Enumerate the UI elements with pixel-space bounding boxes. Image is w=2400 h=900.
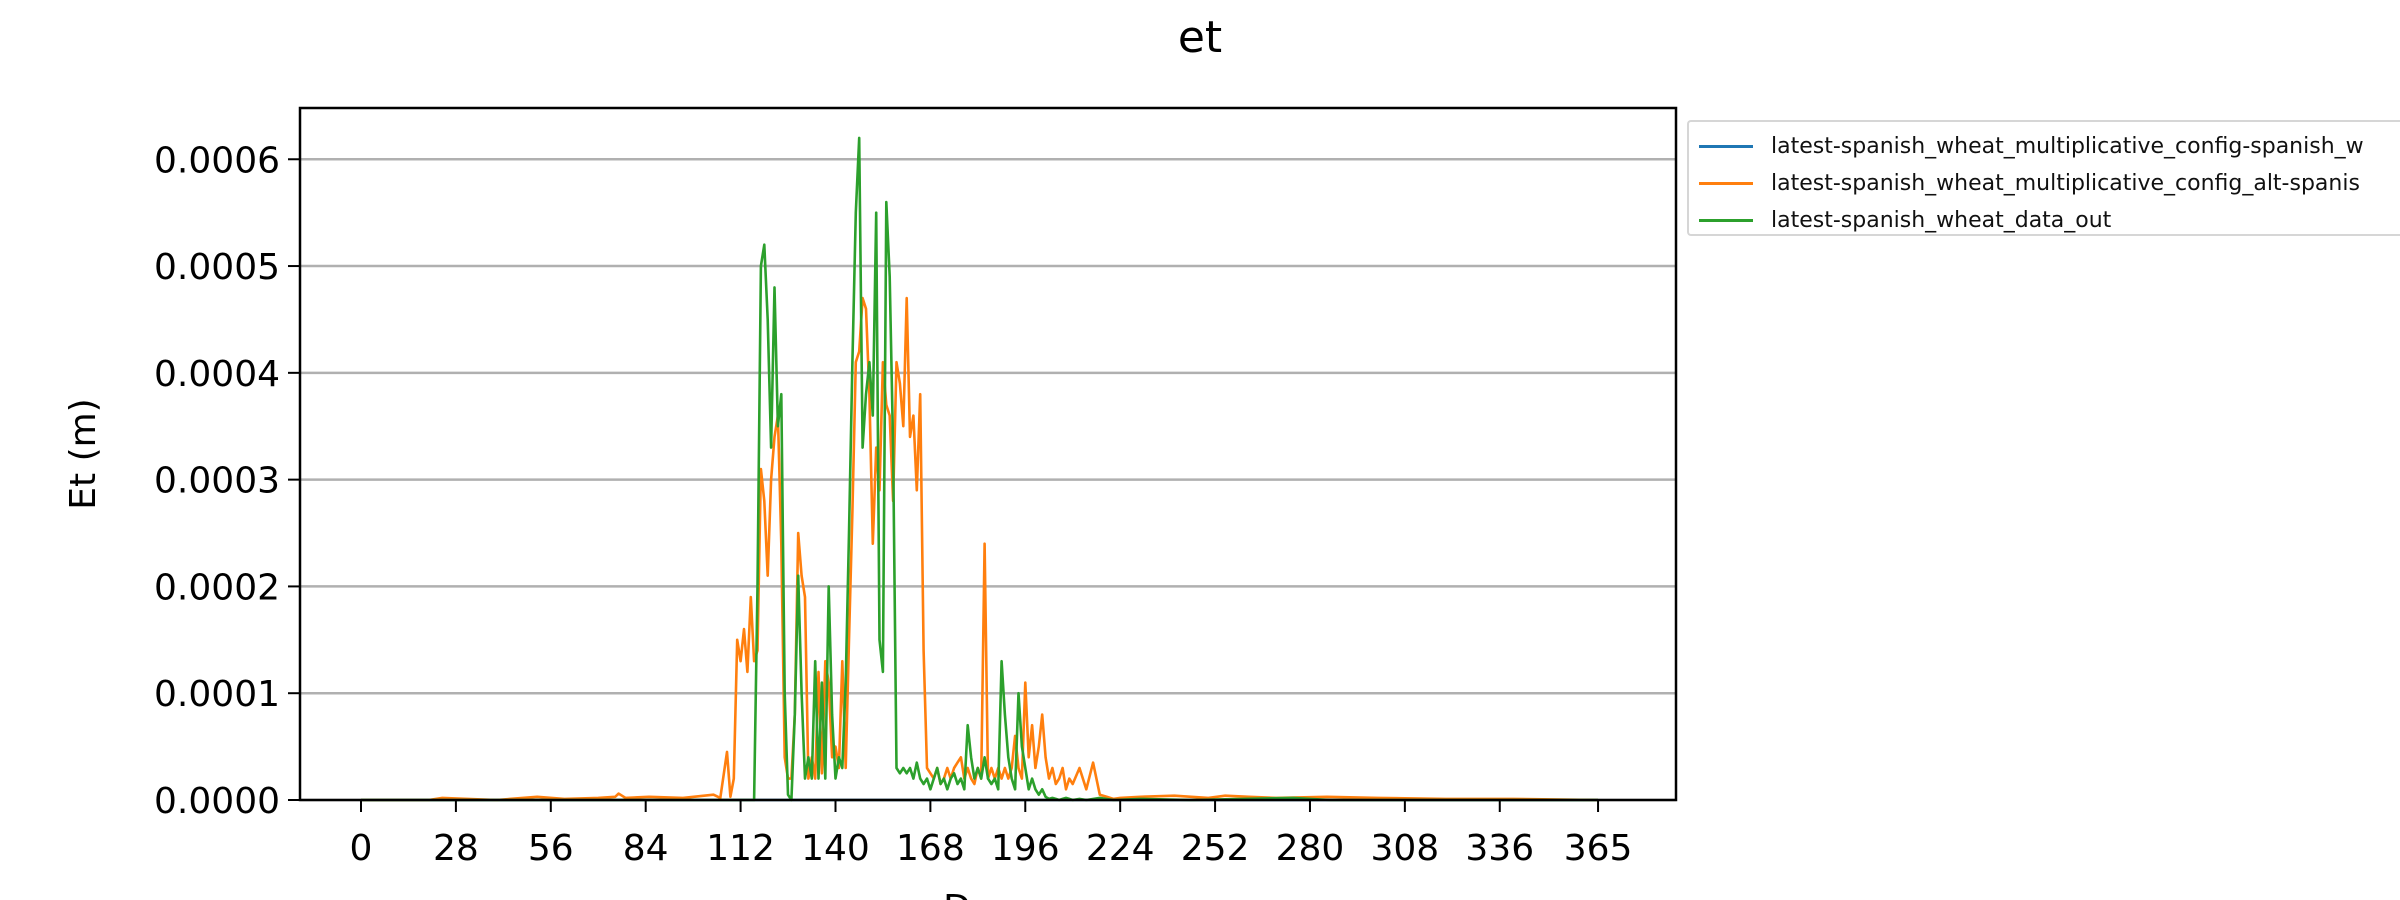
legend-swatch [1699,144,1753,148]
y-axis-label: Et (m) [63,398,104,509]
plot-frame [298,106,1678,802]
y-tick-label: 0.0001 [154,674,280,715]
legend-label: latest-spanish_wheat_multiplicative_conf… [1771,170,2360,196]
plot-lines [361,136,1599,802]
x-tick-label: 308 [1371,828,1440,869]
y-tick-label: 0.0005 [154,247,280,288]
legend-label: latest-spanish_wheat_multiplicative_conf… [1771,133,2364,159]
y-tick-label: 0.0002 [154,567,280,608]
legend-item: latest-spanish_wheat_data_out [1689,202,2111,238]
x-tick-label: 168 [896,828,965,869]
chart-title: et [1178,12,1222,63]
x-tick-label: 112 [706,828,775,869]
y-tick-label: 0.0006 [154,140,280,181]
x-tick-label: 28 [433,828,479,869]
y-axis: 0.0000 0.0001 0.0002 0.0003 0.0004 0.0005 0.00… [154,140,300,822]
x-tick-label: 280 [1276,828,1345,869]
x-tick-label: 336 [1465,828,1534,869]
x-tick-label: 252 [1181,828,1250,869]
legend-swatch [1699,218,1753,222]
x-tick-label: 196 [991,828,1060,869]
y-tick-label: 0.0000 [154,781,280,822]
x-tick-label: 224 [1086,828,1155,869]
legend: latest-spanish_wheat_multiplicative_conf… [1687,120,2400,236]
legend-swatch [1699,181,1753,185]
legend-label: latest-spanish_wheat_data_out [1771,207,2112,233]
series-line-2 [361,136,1598,802]
y-tick-label: 0.0004 [154,354,280,395]
legend-item: latest-spanish_wheat_multiplicative_conf… [1689,165,2360,201]
series-line-1 [361,296,1599,802]
x-tick-label: 84 [623,828,669,869]
x-tick-label: 365 [1564,828,1633,869]
y-tick-label: 0.0003 [154,461,280,502]
x-tick-label: 56 [528,828,574,869]
legend-item: latest-spanish_wheat_multiplicative_conf… [1689,128,2364,164]
x-tick-label: 140 [801,828,870,869]
x-axis: 0 28 56 84 112 140 168 196 224 252 280 308 336 365 [350,800,1633,869]
x-tick-label: 0 [350,828,373,869]
x-axis-label: Days [943,888,1033,900]
